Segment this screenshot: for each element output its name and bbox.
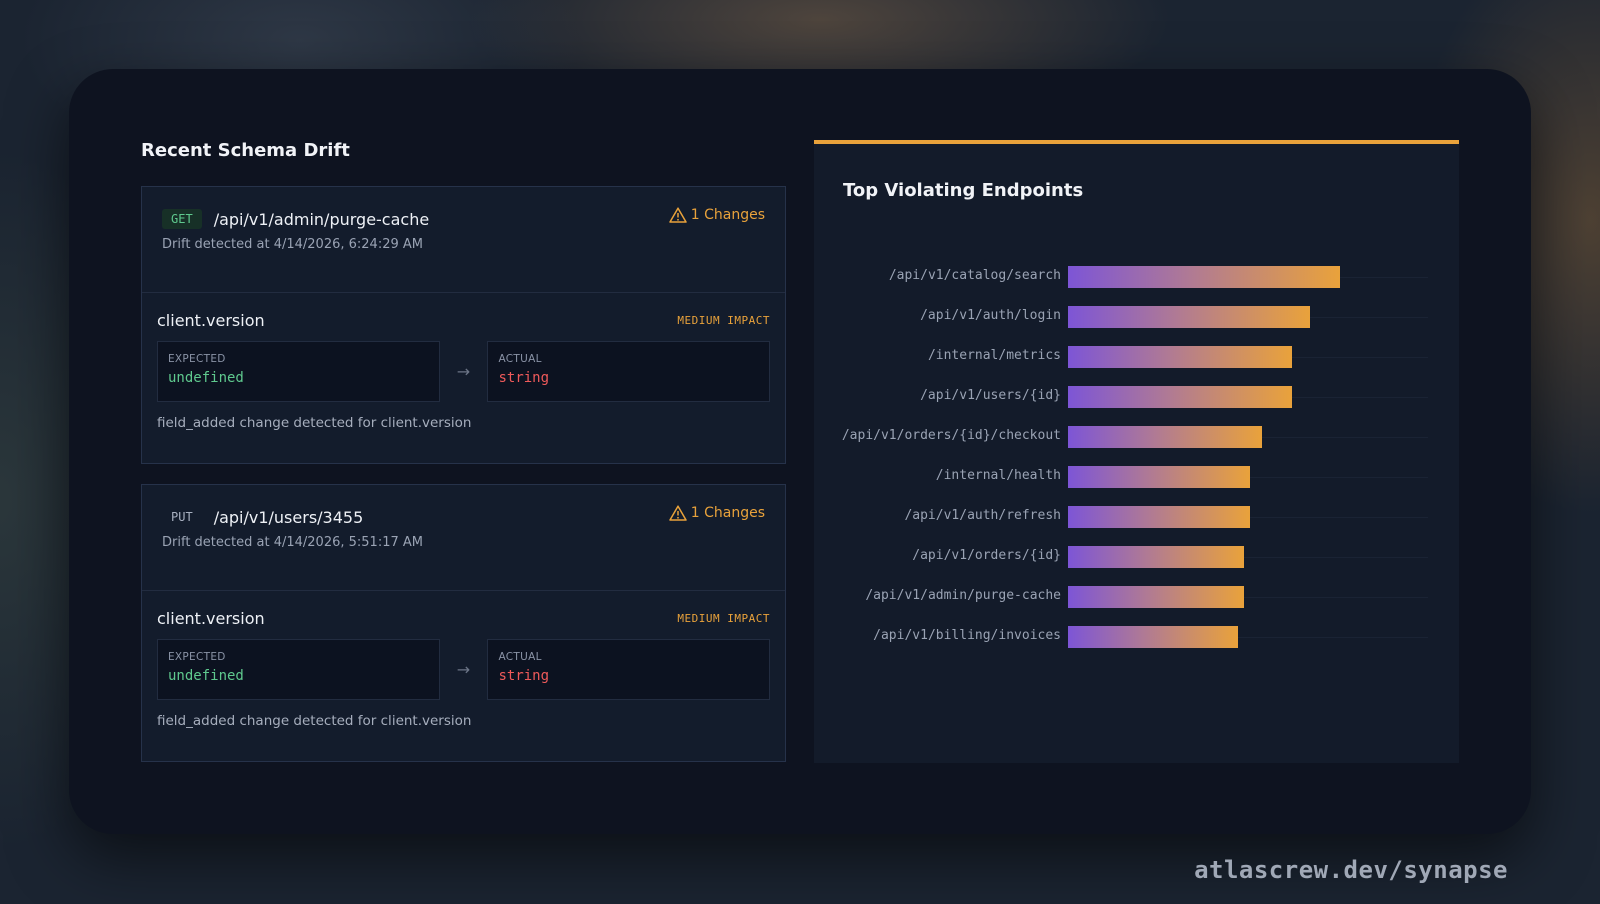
watermark: atlascrew.dev/synapse (1194, 856, 1508, 884)
warning-icon (668, 207, 687, 223)
bar[interactable] (1068, 506, 1250, 528)
bar-row[interactable]: /internal/health (814, 466, 1459, 488)
warning-icon (668, 505, 687, 521)
bar[interactable] (1068, 466, 1250, 488)
endpoint-path: /api/v1/admin/purge-cache (213, 209, 430, 229)
expected-label: EXPECTED (168, 353, 226, 365)
changes-count: 1 Changes (690, 207, 765, 223)
changes-count: 1 Changes (690, 505, 765, 521)
field-name: client.version (157, 310, 265, 330)
arrow-right-icon: → (456, 660, 471, 679)
actual-label: ACTUAL (498, 651, 542, 663)
bar-label: /api/v1/catalog/search (888, 268, 1061, 283)
impact-label: MEDIUM IMPACT (677, 611, 770, 625)
bar-row[interactable]: /api/v1/auth/login (814, 306, 1459, 328)
drift-card[interactable]: GET /api/v1/admin/purge-cache 1 Changes … (141, 186, 786, 464)
bar-row[interactable]: /api/v1/auth/refresh (814, 506, 1459, 528)
field-name: client.version (157, 608, 265, 628)
bar-label: /api/v1/orders/{id}/checkout (841, 428, 1061, 443)
chart-title: Top Violating Endpoints (843, 180, 1084, 201)
bar-row[interactable]: /api/v1/orders/{id}/checkout (814, 426, 1459, 448)
bar-label: /api/v1/admin/purge-cache (865, 588, 1061, 603)
impact-label: MEDIUM IMPACT (677, 313, 770, 327)
bar-track (1068, 557, 1428, 558)
bar-row[interactable]: /internal/metrics (814, 346, 1459, 368)
bar-label: /api/v1/auth/refresh (904, 508, 1061, 523)
endpoint-path: /api/v1/users/3455 (213, 507, 364, 527)
schema-drift-section: Recent Schema Drift GET /api/v1/admin/pu… (141, 140, 786, 782)
drift-card-body: client.version MEDIUM IMPACT EXPECTED un… (142, 293, 785, 463)
bar[interactable] (1068, 266, 1340, 288)
drift-timestamp: Drift detected at 4/14/2026, 5:51:17 AM (162, 535, 423, 550)
bar-track (1068, 597, 1428, 598)
bar[interactable] (1068, 386, 1292, 408)
arrow-right-icon: → (456, 362, 471, 381)
bar-row[interactable]: /api/v1/users/{id} (814, 386, 1459, 408)
change-description: field_added change detected for client.v… (157, 415, 472, 431)
bar-label: /api/v1/auth/login (920, 308, 1061, 323)
changes-badge: 1 Changes (668, 505, 765, 521)
bar[interactable] (1068, 306, 1310, 328)
bar-label: /internal/metrics (927, 348, 1061, 363)
bar-label: /api/v1/users/{id} (920, 388, 1061, 403)
expected-box: EXPECTED undefined (157, 341, 440, 402)
actual-label: ACTUAL (498, 353, 542, 365)
bar-label: /internal/health (935, 468, 1061, 483)
drift-card-body: client.version MEDIUM IMPACT EXPECTED un… (142, 591, 785, 761)
bar-track (1068, 637, 1428, 638)
drift-card[interactable]: PUT /api/v1/users/3455 1 Changes Drift d… (141, 484, 786, 762)
method-badge: PUT (171, 510, 193, 524)
actual-value: string (498, 370, 550, 386)
bar-label: /api/v1/orders/{id} (912, 548, 1061, 563)
bar[interactable] (1068, 586, 1244, 608)
top-violating-endpoints-panel: Top Violating Endpoints /api/v1/catalog/… (814, 140, 1459, 763)
bar-row[interactable]: /api/v1/admin/purge-cache (814, 586, 1459, 608)
drift-card-header: PUT /api/v1/users/3455 1 Changes Drift d… (142, 485, 785, 591)
drift-card-header: GET /api/v1/admin/purge-cache 1 Changes … (142, 187, 785, 293)
change-description: field_added change detected for client.v… (157, 713, 472, 729)
expected-value: undefined (168, 668, 244, 684)
section-title: Recent Schema Drift (141, 140, 350, 161)
expected-label: EXPECTED (168, 651, 226, 663)
expected-box: EXPECTED undefined (157, 639, 440, 700)
bar-row[interactable]: /api/v1/billing/invoices (814, 626, 1459, 648)
bar-row[interactable]: /api/v1/catalog/search (814, 266, 1459, 288)
actual-box: ACTUAL string (487, 341, 771, 402)
bar[interactable] (1068, 626, 1238, 648)
drift-timestamp: Drift detected at 4/14/2026, 6:24:29 AM (162, 237, 423, 252)
bar[interactable] (1068, 546, 1244, 568)
bar[interactable] (1068, 426, 1262, 448)
bar-label: /api/v1/billing/invoices (873, 628, 1061, 643)
bar[interactable] (1068, 346, 1292, 368)
method-badge: GET (162, 209, 202, 229)
changes-badge: 1 Changes (668, 207, 765, 223)
actual-box: ACTUAL string (487, 639, 771, 700)
expected-value: undefined (168, 370, 244, 386)
bar-row[interactable]: /api/v1/orders/{id} (814, 546, 1459, 568)
actual-value: string (498, 668, 550, 684)
